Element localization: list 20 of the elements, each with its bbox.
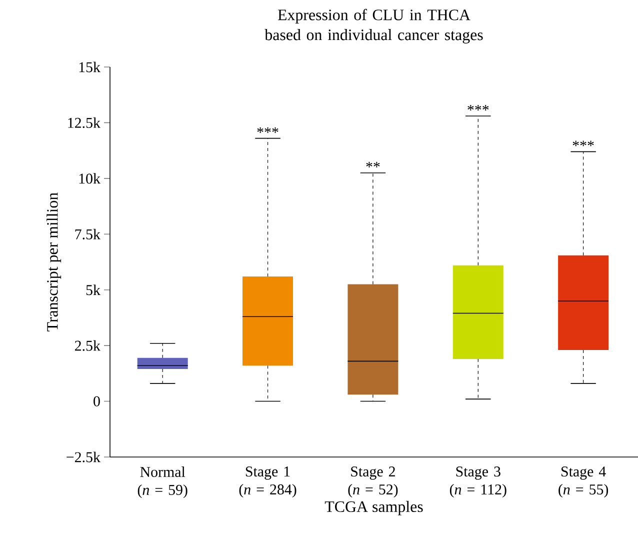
- chart-title: Expression of CLU in THCA based on individual cancer stages: [264, 8, 483, 44]
- annotation: **: [366, 162, 380, 168]
- x-tick-label: Stage 2 (n = 52): [348, 466, 398, 498]
- y-tick-label: 7.5k: [75, 228, 100, 240]
- x-tick-label: Stage 1 (n = 284): [239, 466, 296, 498]
- y-tick-label: −2.5k: [66, 452, 100, 462]
- annotation: ***: [468, 105, 489, 111]
- annotation: ***: [572, 140, 594, 146]
- x-tick-label: Stage 4 (n = 55): [558, 466, 608, 498]
- y-tick-label: 5k: [86, 284, 100, 296]
- x-axis-title: TCGA samples: [324, 500, 423, 516]
- y-axis-title: Transcript per million: [46, 192, 62, 332]
- annotation: ***: [257, 127, 278, 133]
- y-tick-label: 12.5k: [68, 117, 100, 128]
- y-tick-label: 2.5k: [74, 340, 100, 351]
- x-tick-label: Stage 3 (n = 112): [450, 466, 506, 498]
- y-tick-label: 15k: [79, 62, 100, 72]
- y-tick-label: 10k: [79, 173, 100, 184]
- x-tick-label: Normal (n = 59): [138, 466, 188, 498]
- y-tick-label: 0: [94, 396, 100, 406]
